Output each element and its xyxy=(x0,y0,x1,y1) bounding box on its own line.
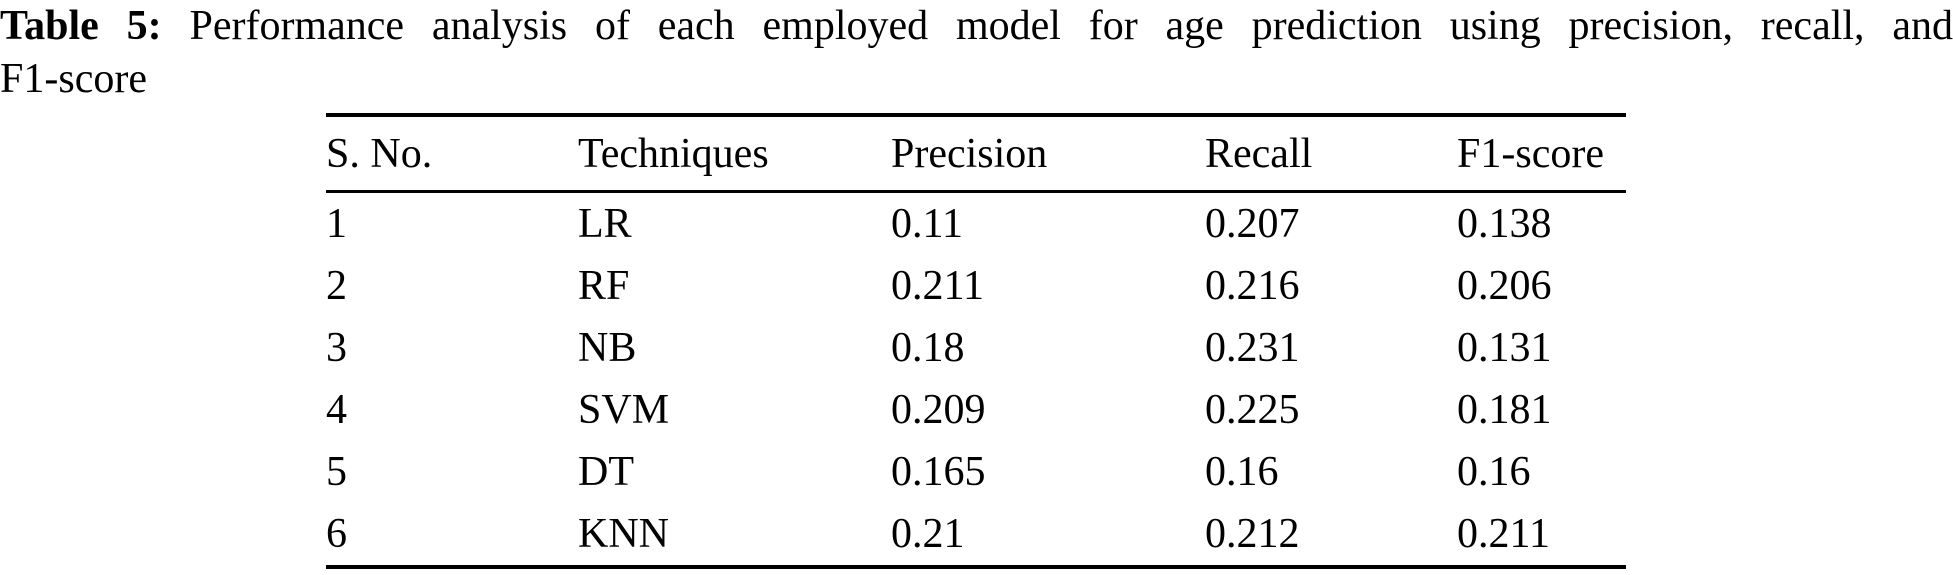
cell-technique: KNN xyxy=(578,511,669,557)
cell-precision: 0.21 xyxy=(891,511,965,557)
cell-sno: 6 xyxy=(326,511,347,557)
cell-f1: 0.181 xyxy=(1457,387,1552,433)
cell-sno: 5 xyxy=(326,449,347,495)
cell-sno: 4 xyxy=(326,387,347,433)
performance-table-wrap: S. No. Techniques Precision Recall F1-sc… xyxy=(326,113,1626,569)
column-header-technique: Techniques xyxy=(578,115,891,193)
cell-technique: NB xyxy=(578,325,637,371)
cell-technique: LR xyxy=(578,201,632,247)
caption-line-1: Table 5: Performance analysis of each em… xyxy=(0,0,1953,53)
cell-recall: 0.231 xyxy=(1205,325,1300,371)
caption-label: Table 5: xyxy=(0,3,162,49)
header-row: S. No. Techniques Precision Recall F1-sc… xyxy=(326,115,1626,193)
column-header-precision: Precision xyxy=(891,115,1205,193)
table-caption: Table 5: Performance analysis of each em… xyxy=(0,0,1953,106)
cell-f1: 0.16 xyxy=(1457,449,1531,495)
table-row: 6 KNN 0.21 0.212 0.211 xyxy=(326,503,1626,567)
cell-sno: 3 xyxy=(326,325,347,371)
table-row: 2 RF 0.211 0.216 0.206 xyxy=(326,255,1626,317)
column-header-sno: S. No. xyxy=(326,115,578,193)
cell-precision: 0.209 xyxy=(891,387,986,433)
cell-precision: 0.211 xyxy=(891,263,984,309)
cell-technique: DT xyxy=(578,449,634,495)
cell-recall: 0.225 xyxy=(1205,387,1300,433)
cell-precision: 0.11 xyxy=(891,201,963,247)
table-body: 1 LR 0.11 0.207 0.138 2 RF 0.211 0.216 0… xyxy=(326,192,1626,568)
cell-precision: 0.18 xyxy=(891,325,965,371)
caption-line-2: F1-score xyxy=(0,56,147,102)
table-row: 5 DT 0.165 0.16 0.16 xyxy=(326,441,1626,503)
cell-sno: 1 xyxy=(326,201,347,247)
table-row: 4 SVM 0.209 0.225 0.181 xyxy=(326,379,1626,441)
cell-f1: 0.206 xyxy=(1457,263,1552,309)
cell-precision: 0.165 xyxy=(891,449,986,495)
cell-technique: RF xyxy=(578,263,630,309)
cell-f1: 0.211 xyxy=(1457,511,1550,557)
table-row: 1 LR 0.11 0.207 0.138 xyxy=(326,192,1626,256)
table-header: S. No. Techniques Precision Recall F1-sc… xyxy=(326,115,1626,193)
cell-f1: 0.131 xyxy=(1457,325,1552,371)
column-header-f1: F1-score xyxy=(1457,115,1626,193)
column-header-recall: Recall xyxy=(1205,115,1457,193)
table-row: 3 NB 0.18 0.231 0.131 xyxy=(326,317,1626,379)
performance-table: S. No. Techniques Precision Recall F1-sc… xyxy=(326,113,1626,569)
caption-text: Performance analysis of each employed mo… xyxy=(189,3,1953,49)
cell-recall: 0.207 xyxy=(1205,201,1300,247)
cell-recall: 0.16 xyxy=(1205,449,1279,495)
cell-recall: 0.212 xyxy=(1205,511,1300,557)
cell-sno: 2 xyxy=(326,263,347,309)
cell-f1: 0.138 xyxy=(1457,201,1552,247)
cell-technique: SVM xyxy=(578,387,670,433)
cell-recall: 0.216 xyxy=(1205,263,1300,309)
